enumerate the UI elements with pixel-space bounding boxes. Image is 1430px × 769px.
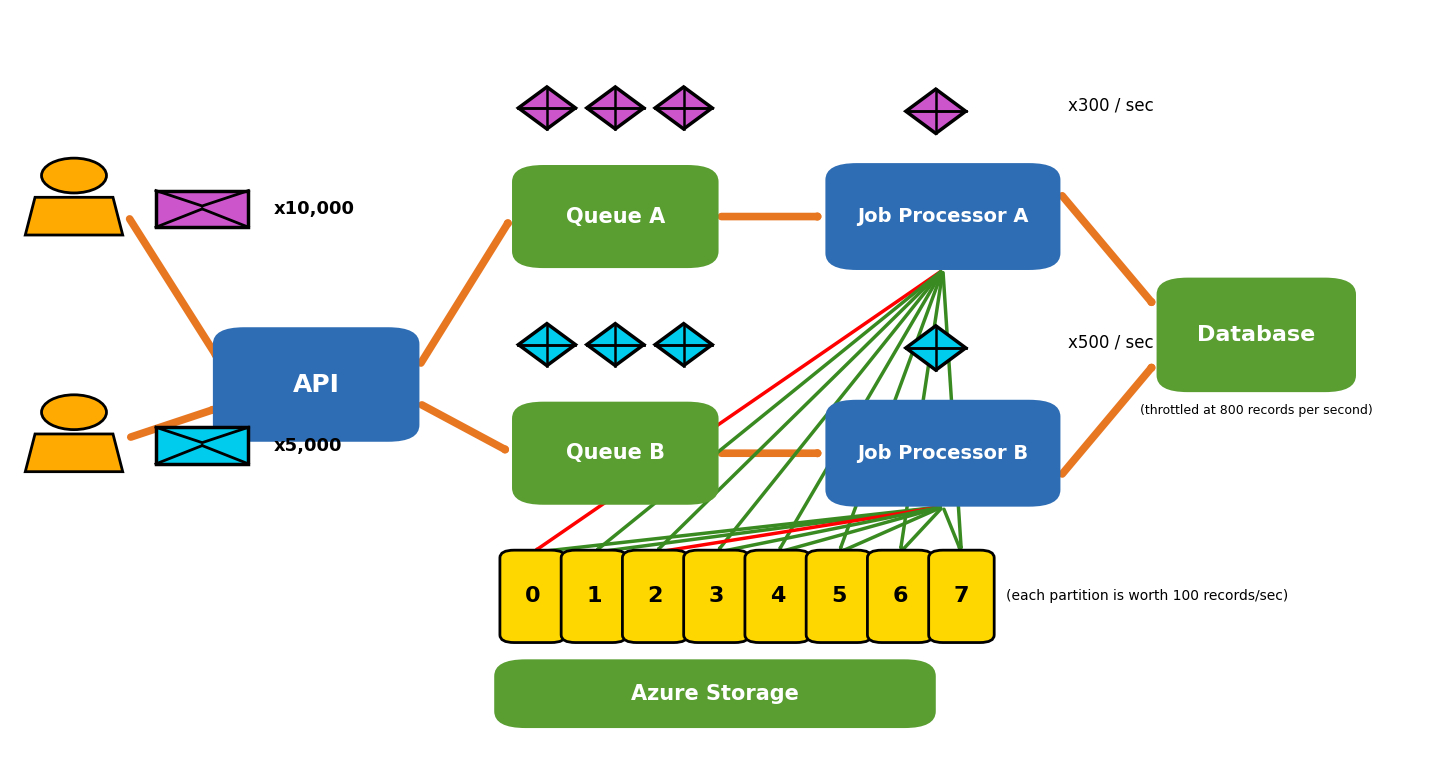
FancyBboxPatch shape (500, 550, 565, 643)
Polygon shape (905, 89, 965, 133)
Polygon shape (26, 198, 123, 235)
FancyBboxPatch shape (1157, 278, 1356, 392)
Text: x300 / sec: x300 / sec (1068, 97, 1154, 115)
FancyBboxPatch shape (825, 163, 1061, 270)
FancyBboxPatch shape (807, 550, 872, 643)
FancyBboxPatch shape (512, 165, 718, 268)
Text: (throttled at 800 records per second): (throttled at 800 records per second) (1140, 404, 1373, 417)
Text: 3: 3 (709, 586, 724, 606)
Polygon shape (519, 324, 575, 365)
Text: 4: 4 (769, 586, 785, 606)
Text: x5,000: x5,000 (273, 437, 342, 454)
Text: 1: 1 (586, 586, 602, 606)
Text: API: API (293, 372, 339, 397)
Text: 7: 7 (954, 586, 970, 606)
Text: 2: 2 (648, 586, 664, 606)
Text: 6: 6 (892, 586, 908, 606)
Text: 0: 0 (525, 586, 541, 606)
Text: Queue A: Queue A (566, 207, 665, 227)
FancyBboxPatch shape (868, 550, 932, 643)
FancyBboxPatch shape (213, 328, 419, 441)
FancyBboxPatch shape (825, 400, 1061, 507)
Text: x10,000: x10,000 (273, 200, 355, 218)
FancyBboxPatch shape (156, 191, 249, 227)
Polygon shape (655, 324, 712, 365)
Text: x500 / sec: x500 / sec (1068, 334, 1153, 351)
Circle shape (41, 394, 106, 430)
Polygon shape (586, 87, 644, 129)
Polygon shape (905, 326, 965, 370)
Polygon shape (26, 434, 123, 471)
Polygon shape (519, 87, 575, 129)
Text: Database: Database (1197, 325, 1316, 345)
FancyBboxPatch shape (495, 659, 935, 728)
FancyBboxPatch shape (156, 428, 249, 464)
Text: (each partition is worth 100 records/sec): (each partition is worth 100 records/sec… (1005, 589, 1288, 604)
Text: Queue B: Queue B (566, 443, 665, 463)
FancyBboxPatch shape (745, 550, 811, 643)
FancyBboxPatch shape (512, 401, 718, 504)
FancyBboxPatch shape (928, 550, 994, 643)
Polygon shape (655, 87, 712, 129)
FancyBboxPatch shape (622, 550, 688, 643)
Polygon shape (586, 324, 644, 365)
Text: Azure Storage: Azure Storage (631, 684, 799, 704)
Circle shape (41, 158, 106, 193)
FancyBboxPatch shape (561, 550, 626, 643)
Text: 5: 5 (831, 586, 847, 606)
Text: Job Processor B: Job Processor B (858, 444, 1028, 463)
Text: Job Processor A: Job Processor A (857, 207, 1028, 226)
FancyBboxPatch shape (684, 550, 749, 643)
